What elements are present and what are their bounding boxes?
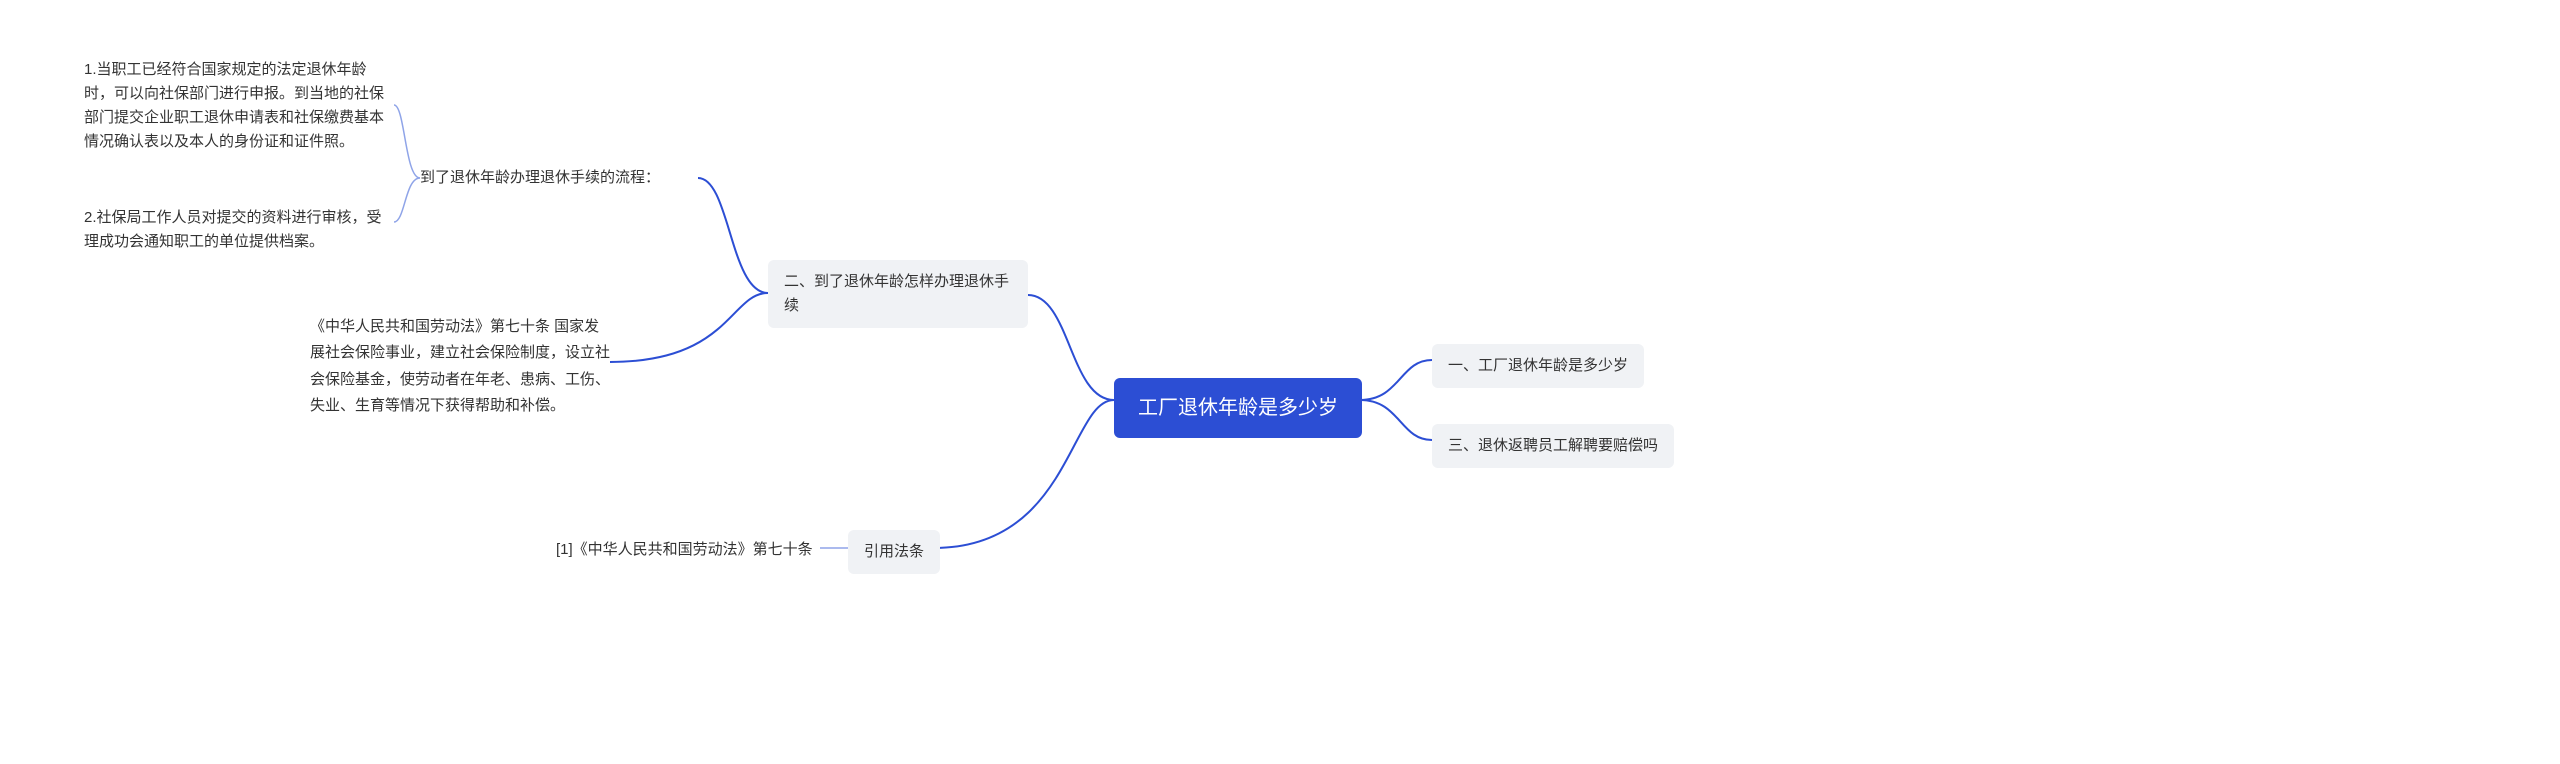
section1-title: 一、工厂退休年龄是多少岁	[1448, 357, 1628, 374]
section2-node[interactable]: 二、到了退休年龄怎样办理退休手续	[768, 260, 1028, 328]
step1-text: 1.当职工已经符合国家规定的法定退休年龄时，可以向社保部门进行申报。到当地的社保…	[84, 61, 384, 150]
law-text: 《中华人民共和国劳动法》第七十条 国家发展社会保险事业，建立社会保险制度，设立社…	[310, 318, 610, 414]
law-text-node: 《中华人民共和国劳动法》第七十条 国家发展社会保险事业，建立社会保险制度，设立社…	[310, 314, 610, 419]
citation-node[interactable]: 引用法条	[848, 530, 940, 574]
root-title: 工厂退休年龄是多少岁	[1138, 397, 1338, 419]
procedure-title: 到了退休年龄办理退休手续的流程：	[420, 169, 660, 186]
step2-text: 2.社保局工作人员对提交的资料进行审核，受理成功会通知职工的单位提供档案。	[84, 209, 382, 250]
procedure-title-node: 到了退休年龄办理退休手续的流程：	[420, 166, 660, 190]
citation-ref: [1]《中华人民共和国劳动法》第七十条	[556, 541, 813, 558]
step1-node: 1.当职工已经符合国家规定的法定退休年龄时，可以向社保部门进行申报。到当地的社保…	[84, 58, 394, 154]
citation-ref-node: [1]《中华人民共和国劳动法》第七十条	[556, 538, 813, 562]
step2-node: 2.社保局工作人员对提交的资料进行审核，受理成功会通知职工的单位提供档案。	[84, 206, 394, 254]
citation-title: 引用法条	[864, 543, 924, 560]
section3-node[interactable]: 三、退休返聘员工解聘要赔偿吗	[1432, 424, 1674, 468]
section1-node[interactable]: 一、工厂退休年龄是多少岁	[1432, 344, 1644, 388]
section3-title: 三、退休返聘员工解聘要赔偿吗	[1448, 437, 1658, 454]
mindmap-diagram: 工厂退休年龄是多少岁 一、工厂退休年龄是多少岁 三、退休返聘员工解聘要赔偿吗 二…	[0, 0, 2560, 764]
section2-title: 二、到了退休年龄怎样办理退休手续	[784, 273, 1009, 314]
root-node[interactable]: 工厂退休年龄是多少岁	[1114, 378, 1362, 438]
